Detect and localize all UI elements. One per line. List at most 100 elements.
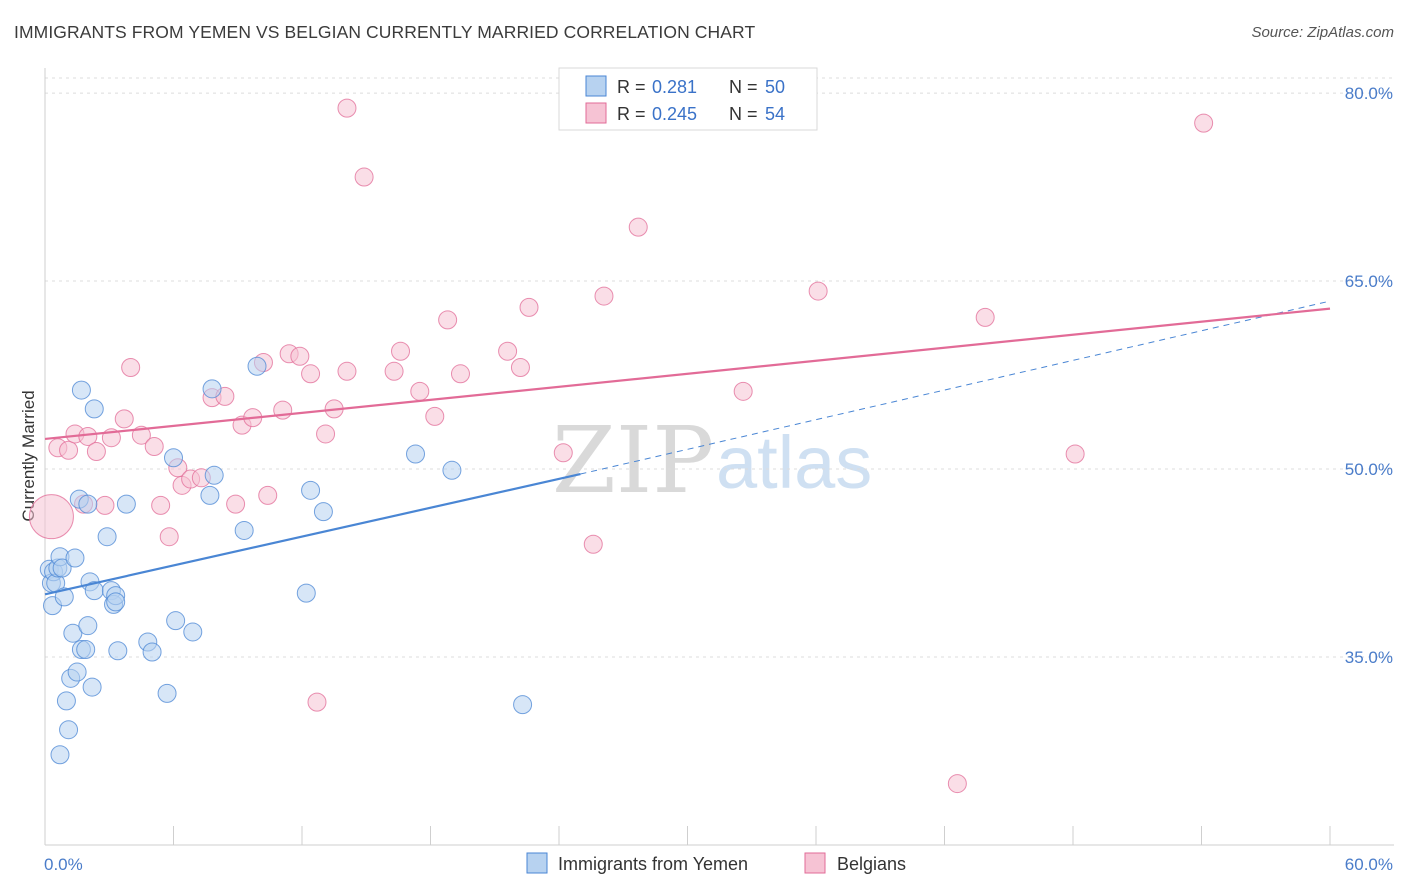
x-tick-label: 60.0% <box>1345 855 1393 874</box>
blue-data-point <box>406 444 426 464</box>
pink-data-point <box>553 443 573 463</box>
pink-data-point <box>59 440 79 460</box>
pink-data-point <box>519 297 539 317</box>
pink-data-point <box>316 424 336 444</box>
legend-bottom-label-blue: Immigrants from Yemen <box>558 854 748 874</box>
blue-data-point <box>59 720 79 740</box>
pink-data-point <box>354 167 374 187</box>
belgians-points <box>28 98 1214 794</box>
blue-data-point <box>63 623 83 643</box>
pink-data-point <box>438 310 458 330</box>
pink-data-point <box>594 286 614 306</box>
pink-data-point <box>159 527 179 547</box>
pink-data-point <box>151 495 171 515</box>
blue-data-point <box>71 380 91 400</box>
blue-data-point <box>247 356 267 376</box>
pink-data-point <box>628 217 648 237</box>
trend-lines <box>44 300 1331 596</box>
blue-data-point <box>84 399 104 419</box>
pink-data-point <box>808 281 828 301</box>
blue-data-point <box>65 548 85 568</box>
axes <box>44 68 1394 846</box>
pink-data-point <box>307 692 327 712</box>
pink-data-point <box>425 406 445 426</box>
pink-data-point <box>391 341 411 361</box>
pink-data-point <box>337 361 357 381</box>
y-tick-label: 65.0% <box>1345 272 1393 291</box>
y-tick-labels: 35.0% 50.0% 65.0% 80.0% <box>1345 84 1393 667</box>
pink-data-point <box>28 494 74 540</box>
yemen-points <box>39 356 533 765</box>
pink-data-point <box>450 364 470 384</box>
legend-r-label-pink: R = <box>617 104 646 124</box>
blue-data-point <box>78 616 98 636</box>
pink-data-point <box>510 358 530 378</box>
blue-trend-line <box>44 472 581 596</box>
watermark-atlas: atlas <box>716 421 872 504</box>
pink-trend-line <box>44 307 1331 441</box>
x-tick-labels: 0.0% 60.0% <box>44 855 1393 874</box>
pink-data-point <box>1194 113 1214 133</box>
blue-data-point <box>301 480 321 500</box>
watermark: ZIP atlas <box>552 407 872 514</box>
blue-data-point <box>108 641 128 661</box>
legend-n-value-blue: 50 <box>765 77 785 97</box>
y-tick-label: 50.0% <box>1345 460 1393 479</box>
blue-data-point <box>442 460 462 480</box>
pink-data-point <box>121 358 141 378</box>
legend-r-value-blue: 0.281 <box>652 77 697 97</box>
pink-data-point <box>86 441 106 461</box>
legend-bottom-swatch-blue <box>526 852 548 874</box>
blue-data-point <box>234 520 254 540</box>
pink-data-point <box>975 307 995 327</box>
blue-data-point <box>204 465 224 485</box>
legend-top: R = 0.281 N = 50 R = 0.245 N = 54 <box>558 67 818 131</box>
gridlines <box>45 77 1394 658</box>
y-tick-label: 80.0% <box>1345 84 1393 103</box>
chart-source: Source: ZipAtlas.com <box>1251 24 1394 41</box>
blue-data-point <box>106 592 126 612</box>
pink-data-point <box>337 98 357 118</box>
legend-r-label-blue: R = <box>617 77 646 97</box>
blue-data-point <box>513 695 533 715</box>
pink-data-point <box>384 361 404 381</box>
pink-data-point <box>95 495 115 515</box>
legend-swatch-pink <box>585 102 607 124</box>
blue-data-point <box>164 448 183 468</box>
legend-bottom: Immigrants from Yemen Belgians <box>526 852 906 874</box>
watermark-zip: ZIP <box>552 407 714 514</box>
legend-swatch-blue <box>585 75 607 97</box>
blue-data-point <box>296 583 316 603</box>
blue-data-point <box>76 639 96 659</box>
pink-data-point <box>290 346 310 366</box>
legend-n-label-pink: N = <box>729 104 758 124</box>
blue-data-point <box>78 494 98 514</box>
blue-data-point <box>97 527 117 547</box>
blue-data-point <box>116 494 136 514</box>
blue-data-point <box>200 485 220 505</box>
blue-data-point <box>82 677 102 697</box>
x-tick-label: 0.0% <box>44 855 83 874</box>
blue-data-point <box>54 587 74 607</box>
pink-data-point <box>583 534 603 554</box>
y-axis-title: Currently Married <box>19 390 38 521</box>
legend-n-value-pink: 54 <box>765 104 785 124</box>
pink-data-point <box>498 341 518 361</box>
x-ticks <box>44 826 1331 845</box>
blue-data-point <box>166 611 186 631</box>
blue-trend-extension <box>580 300 1331 475</box>
pink-data-point <box>258 485 278 505</box>
pink-data-point <box>226 494 246 514</box>
legend-bottom-swatch-pink <box>804 852 826 874</box>
pink-data-point <box>301 364 321 384</box>
blue-data-point <box>67 662 87 682</box>
blue-data-point <box>50 745 70 765</box>
blue-data-point <box>183 622 203 642</box>
blue-data-point <box>157 683 177 703</box>
blue-data-point <box>56 691 76 711</box>
pink-data-point <box>410 381 430 401</box>
pink-data-point <box>947 774 967 794</box>
pink-data-point <box>144 436 164 456</box>
pink-data-point <box>733 381 753 401</box>
